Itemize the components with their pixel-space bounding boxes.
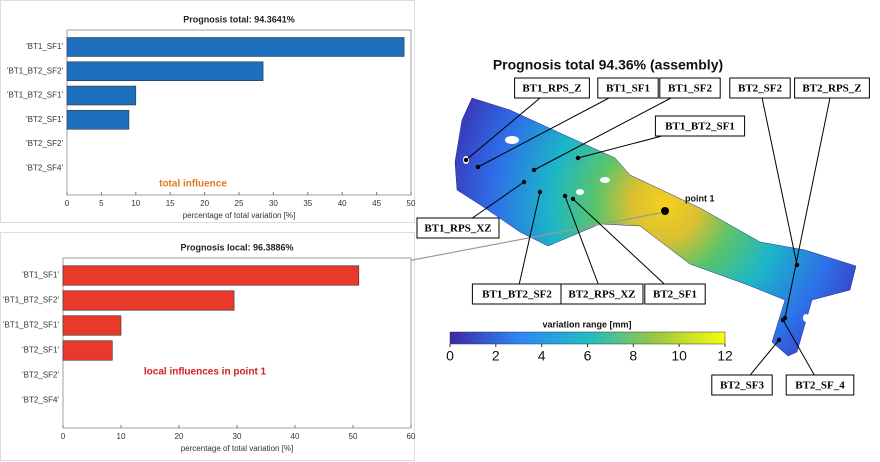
bar — [67, 86, 136, 105]
leader-line — [760, 88, 797, 265]
bar — [63, 291, 234, 311]
callout-label: BT1_BT2_SF1 — [665, 121, 735, 133]
colorbar-tick-label: 2 — [492, 348, 500, 364]
y-tick-label: 'BT1_BT2_SF1' — [7, 91, 63, 100]
y-tick-label: 'BT2_SF2' — [22, 371, 59, 380]
annotation: local influences in point 1 — [144, 367, 267, 378]
chart-title: Prognosis total: 94.3641% — [183, 14, 295, 24]
callout-label: BT1_RPS_XZ — [424, 223, 491, 235]
x-tick-label: 60 — [407, 432, 416, 441]
anchor-dot — [522, 180, 526, 184]
callout-label: BT1_SF1 — [606, 83, 650, 95]
y-tick-label: 'BT1_BT2_SF2' — [7, 66, 63, 75]
figure: Prognosis total 94.36% (assembly) point … — [0, 0, 880, 462]
x-tick-label: 50 — [407, 199, 416, 208]
y-tick-label: 'BT2_SF4' — [26, 163, 63, 172]
x-tick-label: 15 — [166, 199, 175, 208]
x-tick-label: 10 — [131, 199, 140, 208]
x-tick-label: 5 — [99, 199, 104, 208]
x-tick-label: 0 — [61, 432, 66, 441]
y-tick-label: 'BT2_SF4' — [22, 396, 59, 405]
x-tick-label: 0 — [65, 199, 70, 208]
x-tick-label: 20 — [175, 432, 184, 441]
colorbar-tick-label: 4 — [538, 348, 546, 364]
callout-label: BT1_BT2_SF2 — [482, 289, 552, 301]
colorbar-tick-label: 10 — [671, 348, 687, 364]
colorbar-tick-label: 12 — [717, 348, 733, 364]
x-tick-label: 30 — [269, 199, 278, 208]
callout-label: BT2_SF3 — [720, 380, 765, 392]
callout-label: BT1_RPS_Z — [522, 83, 581, 95]
callout-label: BT2_SF1 — [653, 289, 697, 301]
bar — [63, 266, 359, 286]
bar — [63, 341, 112, 361]
y-tick-label: 'BT1_SF1' — [26, 42, 63, 51]
anchor-dot — [563, 194, 567, 198]
callout-label: BT2_RPS_Z — [802, 83, 861, 95]
point-marker — [661, 207, 669, 215]
x-tick-label: 50 — [349, 432, 358, 441]
diagram-title: Prognosis total 94.36% (assembly) — [493, 57, 723, 73]
colorbar-tick-label: 0 — [446, 348, 454, 364]
x-axis-label: percentage of total variation [%] — [181, 444, 294, 453]
bar — [67, 38, 404, 57]
bar — [63, 316, 121, 336]
callout-label: BT2_SF_4 — [795, 380, 845, 392]
chart-title: Prognosis local: 96.3886% — [180, 242, 293, 252]
callout-label: BT2_SF2 — [738, 83, 783, 95]
point-label: point 1 — [685, 193, 715, 203]
x-tick-label: 20 — [200, 199, 209, 208]
anchor-dot — [538, 190, 542, 194]
anchor-dot — [571, 197, 575, 201]
y-tick-label: 'BT1_BT2_SF1' — [3, 321, 59, 330]
x-tick-label: 30 — [233, 432, 242, 441]
colorbar-tick-label: 8 — [629, 348, 637, 364]
anchor-dot — [532, 168, 536, 172]
anchor-dot — [476, 165, 480, 169]
y-tick-label: 'BT1_SF1' — [22, 271, 59, 280]
y-tick-label: 'BT2_SF1' — [26, 115, 63, 124]
colorbar-tick-label: 6 — [584, 348, 592, 364]
x-tick-label: 45 — [372, 199, 381, 208]
callout-label: BT1_SF2 — [668, 83, 713, 95]
y-tick-label: 'BT1_BT2_SF2' — [3, 296, 59, 305]
bar — [67, 110, 129, 129]
colorbar — [450, 332, 725, 344]
anchor-dot — [576, 156, 580, 160]
x-tick-label: 10 — [117, 432, 126, 441]
anchor-dot — [777, 338, 781, 342]
annotation: total influence — [159, 179, 227, 190]
y-tick-label: 'BT2_SF2' — [26, 139, 63, 148]
colorbar-label: variation range [mm] — [542, 319, 631, 329]
anchor-dot — [464, 158, 468, 162]
bar — [67, 62, 263, 81]
x-tick-label: 40 — [291, 432, 300, 441]
y-tick-label: 'BT2_SF1' — [22, 346, 59, 355]
x-tick-label: 40 — [338, 199, 347, 208]
anchor-dot — [781, 318, 785, 322]
x-tick-label: 25 — [235, 199, 244, 208]
x-axis-label: percentage of total variation [%] — [183, 211, 296, 220]
x-tick-label: 35 — [303, 199, 312, 208]
callout-label: BT2_RPS_XZ — [568, 289, 635, 301]
